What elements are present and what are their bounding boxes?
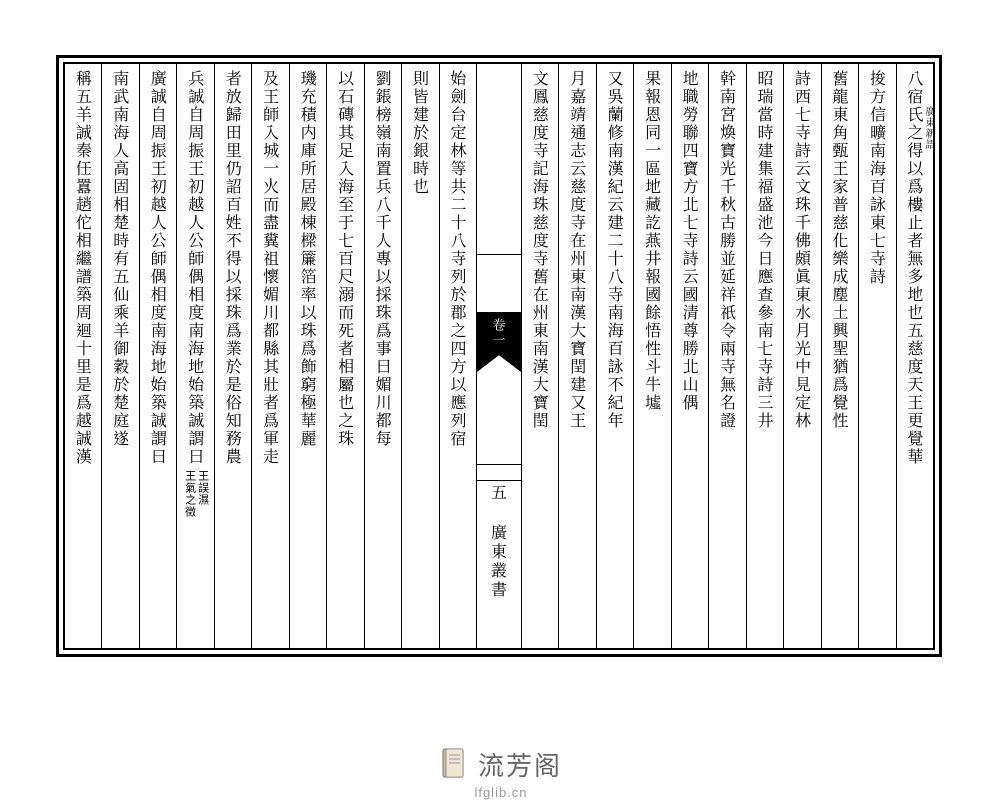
column-text: 者放歸田里仍詔百姓不得以採珠爲業於是俗知務農 xyxy=(225,70,241,466)
column-19: 兵誠自周振王初越人公師偶相度南海地始築誠謂曰 王誤濕 王氣之徵 xyxy=(177,64,214,648)
column-text: 八宿氏之得以爲樓止者無多地也五慈度天王更覺華 xyxy=(907,70,923,466)
fishtail-marker: 卷一 xyxy=(477,312,521,372)
column-13: 則皆建於銀時也 xyxy=(402,64,439,648)
column-11: 文鳳慈度寺記海珠慈度寺舊在州東南漢大寶閏 xyxy=(522,64,559,648)
volume-label: 卷一 xyxy=(489,318,508,348)
folio-number: 五 xyxy=(487,484,510,503)
column-text: 以石磚其足入海至于七百尺溺而死者相屬也之珠 xyxy=(337,70,353,448)
column-text: 及王師入城一火而盡糞祖懷媚川都縣其壯者爲軍走 xyxy=(262,70,278,466)
column-15: 以石磚其足入海至于七百尺溺而死者相屬也之珠 xyxy=(327,64,364,648)
watermark-brand: 流芳阁 xyxy=(478,746,562,783)
column-6: 幹南宮煥寶光千秋古勝並延祥祇令兩寺無名證 xyxy=(709,64,746,648)
watermark-url: lfglib.cn xyxy=(0,785,1002,800)
column-12: 始劍台定林等共二十八寺列於郡之四方以應列宿 xyxy=(440,64,477,648)
column-17: 及王師入城一火而盡糞祖懷媚川都縣其壯者爲軍走 xyxy=(252,64,289,648)
column-text: 兵誠自周振王初越人公師偶相度南海地始築誠謂曰 xyxy=(187,70,203,466)
column-text: 舊龍東角甄王家普慈化樂成塵土興聖猶爲覺性 xyxy=(832,70,848,430)
column-8: 果報恩同一區地藏訖燕井報國餘悟性斗牛墟 xyxy=(634,64,671,648)
column-4: 詩西七寺詩云文珠千佛頗眞東水月光中見定林 xyxy=(784,64,821,648)
note-right: 王誤濕 xyxy=(197,470,208,518)
column-text: 捘方信曠南海百詠東七寺詩 xyxy=(869,70,885,286)
column-text: 昭瑞當時建集福盛池今日應查參南七寺詩三井 xyxy=(757,70,773,430)
column-5: 昭瑞當時建集福盛池今日應查參南七寺詩三井 xyxy=(747,64,784,648)
column-text: 果報恩同一區地藏訖燕井報國餘悟性斗牛墟 xyxy=(644,70,660,412)
column-text: 幹南宮煥寶光千秋古勝並延祥祇令兩寺無名證 xyxy=(719,70,735,430)
column-text: 詩西七寺詩云文珠千佛頗眞東水月光中見定林 xyxy=(794,70,810,430)
column-text: 地職勞聯四寶方北七寺詩云國清尊勝北山偶 xyxy=(682,70,698,412)
interlinear-note: 王誤濕 王氣之徵 xyxy=(184,470,208,518)
column-text: 月嘉靖通志云慈度寺在州東南漢大寶閏建又王 xyxy=(569,70,585,430)
watermark-inner: 流芳阁 xyxy=(440,746,562,783)
center-rule-upper xyxy=(477,254,521,255)
column-2: 捘方信曠南海百詠東七寺詩 xyxy=(859,64,896,648)
column-text: 劉鋹榜嶺南置兵八千人專以採珠爲事曰媚川都每 xyxy=(375,70,391,448)
column-14: 劉鋹榜嶺南置兵八千人專以採珠爲事曰媚川都每 xyxy=(365,64,402,648)
column-3: 舊龍東角甄王家普慈化樂成塵土興聖猶爲覺性 xyxy=(822,64,859,648)
column-text: 始劍台定林等共二十八寺列於郡之四方以應列宿 xyxy=(450,70,466,448)
book-icon xyxy=(440,747,468,781)
column-1: 八宿氏之得以爲樓止者無多地也五慈度天王更覺華 xyxy=(897,64,933,648)
column-text: 廣誠自周振王初越人公師偶相度南海地始築誠謂曰 xyxy=(150,70,166,466)
column-21: 南武南海人高固相楚時有五仙乘羊御穀於楚庭遂 xyxy=(102,64,139,648)
column-text: 稱五羊誠秦任囂趙佗相繼譜築周迴十里是爲越誠漢 xyxy=(75,70,91,466)
center-fold-column: 卷一 五 廣東叢書 xyxy=(477,64,522,648)
series-title: 廣東叢書 xyxy=(487,524,510,600)
center-rule-lower xyxy=(477,480,521,481)
column-20: 廣誠自周振王初越人公師偶相度南海地始築誠謂曰 xyxy=(140,64,177,648)
column-text: 則皆建於銀時也 xyxy=(412,70,428,196)
page-root: 八宿氏之得以爲樓止者無多地也五慈度天王更覺華 捘方信曠南海百詠東七寺詩 舊龍東角… xyxy=(0,0,1002,804)
column-text: 文鳳慈度寺記海珠慈度寺舊在州東南漢大寶閏 xyxy=(532,70,548,430)
column-16: 璣充積内庫所居殿棟樑簾箔率以珠爲飾窮極華麗 xyxy=(290,64,327,648)
text-frame-outer: 八宿氏之得以爲樓止者無多地也五慈度天王更覺華 捘方信曠南海百詠東七寺詩 舊龍東角… xyxy=(56,55,942,657)
column-9: 又吳蘭修南漢紀云建二十八寺南海百詠不紀年 xyxy=(597,64,634,648)
column-18: 者放歸田里仍詔百姓不得以採珠爲業於是俗知務農 xyxy=(215,64,252,648)
column-22: 稱五羊誠秦任囂趙佗相繼譜築周迴十里是爲越誠漢 xyxy=(65,64,102,648)
watermark: 流芳阁 xyxy=(0,746,1002,787)
column-text: 璣充積内庫所居殿棟樑簾箔率以珠爲飾窮極華麗 xyxy=(300,70,316,448)
text-frame-inner: 八宿氏之得以爲樓止者無多地也五慈度天王更覺華 捘方信曠南海百詠東七寺詩 舊龍東角… xyxy=(63,62,935,650)
column-text: 又吳蘭修南漢紀云建二十八寺南海百詠不紀年 xyxy=(607,70,623,430)
column-10: 月嘉靖通志云慈度寺在州東南漢大寶閏建又王 xyxy=(559,64,596,648)
column-7: 地職勞聯四寶方北七寺詩云國清尊勝北山偶 xyxy=(672,64,709,648)
column-text: 南武南海人高固相楚時有五仙乘羊御穀於楚庭遂 xyxy=(112,70,128,448)
margin-annotation: 廣東新語 xyxy=(923,106,938,150)
note-left: 王氣之徵 xyxy=(184,470,195,518)
center-rule-mid xyxy=(477,464,521,465)
